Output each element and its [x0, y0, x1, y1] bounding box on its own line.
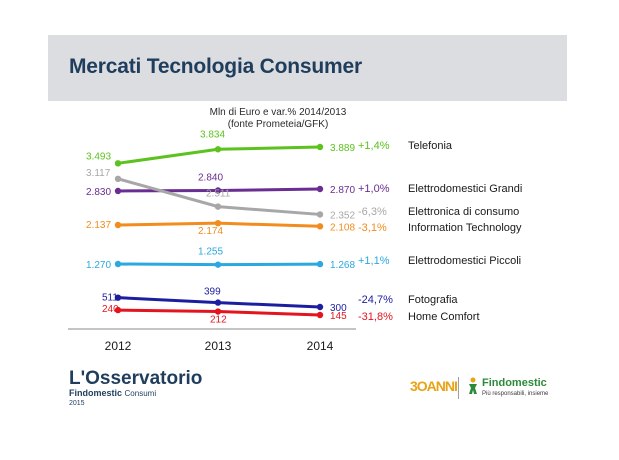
figure-icon [469, 377, 477, 394]
data-label-fotografia-2012: 511 [102, 293, 118, 304]
data-label-telefonia-2012: 3.493 [86, 151, 111, 162]
data-label-elettronica-di-consumo-2012: 3.117 [86, 168, 111, 179]
line-chart: 3.493 3.834 3.889 +1,4% Telefonia 2.830 2.840 2… [68, 129, 522, 353]
slide: Mercati Tecnologia Consumer Mln di Euro … [48, 35, 567, 410]
legend-entry-home-comfort: Home Comfort [408, 311, 480, 323]
change-label-elettrodomestici-piccoli: +1,1% [358, 255, 390, 267]
change-label-fotografia: -24,7% [358, 294, 393, 306]
data-point-elettrodomestici-grandi-2014 [316, 185, 324, 193]
logo-divider [458, 377, 459, 399]
data-label-information-technology-2013: 2.174 [198, 226, 223, 237]
data-label-telefonia-2014: 3.889 [330, 143, 355, 154]
legend-entry-elettrodomestici-grandi: Elettrodomestici Grandi [408, 183, 522, 195]
data-label-elettrodomestici-piccoli-2014: 1.268 [330, 260, 355, 271]
partner-logo: 3OANNI [410, 378, 458, 394]
data-point-elettrodomestici-grandi-2013 [214, 187, 222, 194]
data-label-telefonia-2013: 3.834 [200, 129, 225, 140]
data-label-elettrodomestici-grandi-2012: 2.830 [86, 187, 111, 198]
legend-entry-elettrodomestici-piccoli: Elettrodomestici Piccoli [408, 255, 521, 267]
data-point-home-comfort-2014 [316, 311, 324, 319]
change-label-elettronica-di-consumo: -6,3% [358, 206, 387, 218]
findomestic-logo-text: Findomestic [482, 377, 547, 389]
data-point-information-technology-2012 [114, 221, 122, 229]
data-label-information-technology-2014: 2.108 [330, 222, 355, 233]
data-point-fotografia-2013 [214, 299, 222, 306]
data-point-elettrodomestici-piccoli-2012 [114, 260, 122, 268]
data-point-elettrodomestici-grandi-2012 [114, 187, 122, 195]
data-point-fotografia-2012 [114, 294, 122, 301]
data-point-elettrodomestici-piccoli-2014 [316, 260, 324, 268]
x-tick-label-2013: 2013 [205, 339, 232, 353]
data-label-elettronica-di-consumo-2013: 2.511 [206, 189, 231, 200]
x-tick-label-2012: 2012 [105, 339, 132, 353]
data-point-home-comfort-2013 [214, 308, 222, 315]
brand-subtitle: Findomestic Consumi [69, 388, 202, 399]
change-label-telefonia: +1,4% [358, 140, 390, 152]
data-label-elettrodomestici-grandi-2014: 2.870 [330, 185, 355, 196]
title-bar: Mercati Tecnologia Consumer [48, 35, 567, 101]
data-point-elettronica-di-consumo-2013 [214, 203, 222, 210]
data-label-fotografia-2013: 399 [204, 287, 221, 298]
data-label-elettrodomestici-piccoli-2013: 1.255 [198, 247, 223, 258]
data-label-elettrodomestici-piccoli-2012: 1.270 [86, 260, 111, 271]
data-label-home-comfort-2012: 240 [102, 304, 119, 315]
data-point-fotografia-2014 [316, 303, 324, 311]
data-label-elettronica-di-consumo-2014: 2.352 [330, 210, 355, 221]
chart-subtitle-line2: (fonte Prometeia/GFK) [227, 119, 329, 130]
data-point-information-technology-2014 [316, 223, 324, 230]
data-point-telefonia-2012 [114, 160, 122, 167]
change-label-information-technology: -3,1% [358, 222, 387, 234]
data-label-information-technology-2012: 2.137 [86, 220, 111, 231]
data-point-home-comfort-2012 [114, 306, 122, 314]
brand-year: 2015 [69, 400, 85, 407]
legend-entry-telefonia: Telefonia [408, 140, 453, 152]
x-tick-label-2014: 2014 [307, 339, 334, 353]
footer-brand: L'Osservatorio Findomestic Consumi 2015 [69, 369, 202, 408]
footer-logos: 3OANNI Findomestic Più responsabili, ins… [410, 373, 560, 403]
page-title: Mercati Tecnologia Consumer [69, 55, 362, 78]
data-label-home-comfort-2013: 212 [210, 315, 227, 326]
data-label-fotografia-2014: 300 [330, 303, 347, 314]
chart-subtitle-line1: Mln di Euro e var.% 2014/2013 [209, 107, 347, 118]
brand-name: L'Osservatorio [69, 368, 203, 389]
data-point-elettronica-di-consumo-2014 [316, 211, 324, 218]
data-point-telefonia-2013 [214, 146, 222, 153]
legend-entry-elettronica-di-consumo: Elettronica di consumo [408, 206, 519, 218]
findomestic-tagline: Più responsabili, insieme [482, 391, 549, 397]
brand-sub-consumi: Consumi [124, 389, 157, 398]
data-point-elettrodomestici-piccoli-2013 [214, 261, 222, 268]
brand-sub-findomestic: Findomestic [69, 388, 123, 398]
legend-entry-fotografia: Fotografia [408, 294, 458, 306]
change-label-elettrodomestici-grandi: +1,0% [358, 183, 390, 195]
data-point-elettronica-di-consumo-2012 [114, 175, 122, 183]
data-label-elettrodomestici-grandi-2013: 2.840 [198, 172, 223, 183]
data-point-information-technology-2013 [214, 219, 222, 227]
chart-subtitle: Mln di Euro e var.% 2014/2013 (fonte Pro… [188, 107, 368, 131]
data-point-telefonia-2014 [316, 143, 324, 151]
legend-entry-information-technology: Information Technology [408, 222, 522, 234]
change-label-home-comfort: -31,8% [358, 311, 393, 323]
data-label-home-comfort-2014: 145 [330, 311, 347, 322]
